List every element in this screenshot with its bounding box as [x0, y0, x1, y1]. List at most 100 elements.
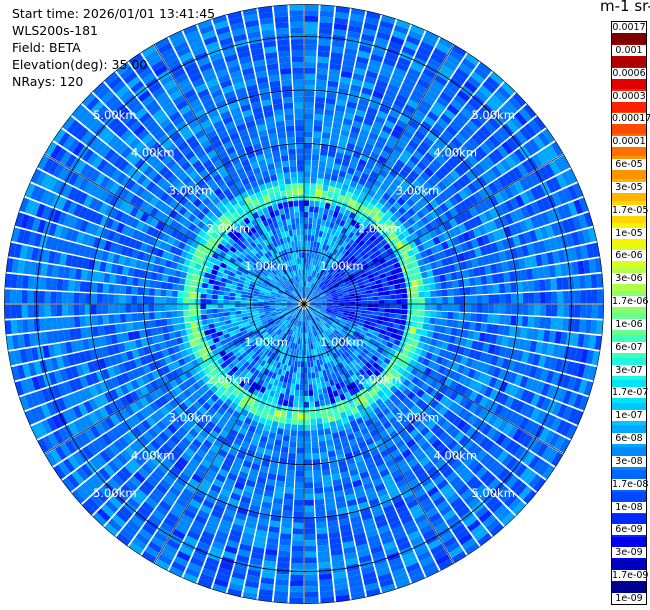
range-gate: [522, 292, 529, 304]
range-gate: [321, 276, 326, 282]
range-gate: [451, 153, 462, 165]
range-gate: [354, 314, 361, 319]
range-gate: [177, 304, 184, 311]
range-gate: [557, 205, 567, 220]
range-gate: [425, 395, 435, 406]
range-gate: [320, 296, 327, 300]
range-gate: [362, 228, 370, 236]
range-gate: [304, 505, 315, 512]
range-gate: [299, 344, 302, 351]
range-gate: [289, 591, 304, 598]
range-gate: [450, 99, 463, 111]
range-gate: [392, 164, 402, 174]
range-gate: [485, 244, 494, 255]
range-gate: [446, 319, 453, 327]
range-gate: [372, 362, 380, 370]
range-gate: [332, 307, 339, 310]
range-gate: [381, 281, 389, 287]
range-gate: [394, 219, 403, 228]
range-gate: [537, 355, 547, 368]
range-gate: [304, 447, 312, 454]
range-gate: [451, 362, 460, 372]
range-gate: [546, 209, 556, 224]
range-gate: [102, 283, 110, 294]
range-gate: [328, 74, 340, 82]
range-gate: [369, 322, 377, 327]
range-gate: [374, 37, 389, 47]
range-gate: [462, 185, 473, 197]
range-gate: [371, 288, 378, 293]
range-gate: [344, 250, 351, 257]
range-gate: [548, 330, 557, 343]
range-gate: [319, 16, 334, 24]
range-gate: [307, 281, 310, 288]
range-gate: [497, 325, 505, 335]
range-gate: [311, 160, 319, 167]
range-gate: [429, 379, 439, 389]
range-gate: [425, 202, 435, 213]
range-gate: [304, 396, 309, 402]
range-gate: [217, 308, 224, 313]
range-gate: [304, 79, 316, 86]
range-gate: [405, 124, 417, 135]
range-gate: [566, 168, 578, 184]
range-gate: [384, 201, 393, 210]
range-gate: [246, 301, 253, 304]
range-gate: [315, 504, 326, 512]
range-gate: [148, 312, 155, 320]
range-gate: [293, 505, 304, 512]
range-gate: [304, 280, 307, 287]
range-gate: [504, 439, 517, 453]
range-gate: [487, 182, 499, 194]
range-gate: [439, 326, 447, 334]
range-gate: [315, 305, 322, 307]
range-gate: [416, 379, 425, 389]
range-gate: [314, 307, 321, 310]
range-gate: [432, 236, 441, 246]
range-gate: [120, 323, 128, 333]
range-gate: [477, 62, 492, 76]
range-gate: [309, 305, 315, 309]
range-gate: [331, 198, 338, 206]
range-gate: [317, 539, 329, 546]
range-gate: [73, 316, 81, 328]
range-gate: [344, 243, 351, 251]
range-gate: [320, 149, 328, 156]
range-gate: [335, 316, 342, 321]
range-gate: [390, 35, 405, 46]
range-gate: [413, 298, 420, 304]
range-gate: [335, 218, 342, 225]
range-gate: [457, 505, 471, 518]
range-gate: [508, 372, 518, 384]
range-gate: [416, 210, 425, 219]
range-gate: [486, 323, 494, 334]
range-gate: [351, 78, 363, 87]
range-gate: [338, 232, 345, 240]
range-gate: [319, 446, 327, 453]
range-gate: [457, 346, 466, 356]
range-gate: [308, 296, 313, 301]
range-gate: [315, 305, 322, 308]
range-gate: [441, 311, 448, 319]
range-gate: [156, 326, 164, 335]
range-gate: [306, 252, 310, 259]
range-gate: [358, 361, 365, 369]
range-gate: [313, 206, 320, 213]
range-gate: [418, 412, 428, 422]
range-gate: [416, 437, 427, 447]
range-gate: [412, 315, 419, 322]
range-gate: [338, 82, 351, 90]
range-gate: [452, 320, 459, 328]
range-gate: [332, 304, 339, 306]
range-gate: [379, 20, 394, 30]
range-gate: [315, 299, 321, 302]
range-gate: [206, 299, 212, 304]
range-gate: [430, 209, 440, 219]
range-gate: [382, 316, 390, 322]
range-gate: [398, 324, 406, 331]
range-gate: [304, 27, 318, 34]
range-gate: [307, 295, 312, 300]
range-gate: [404, 188, 414, 198]
range-gate: [304, 482, 314, 489]
range-gate: [336, 277, 343, 282]
